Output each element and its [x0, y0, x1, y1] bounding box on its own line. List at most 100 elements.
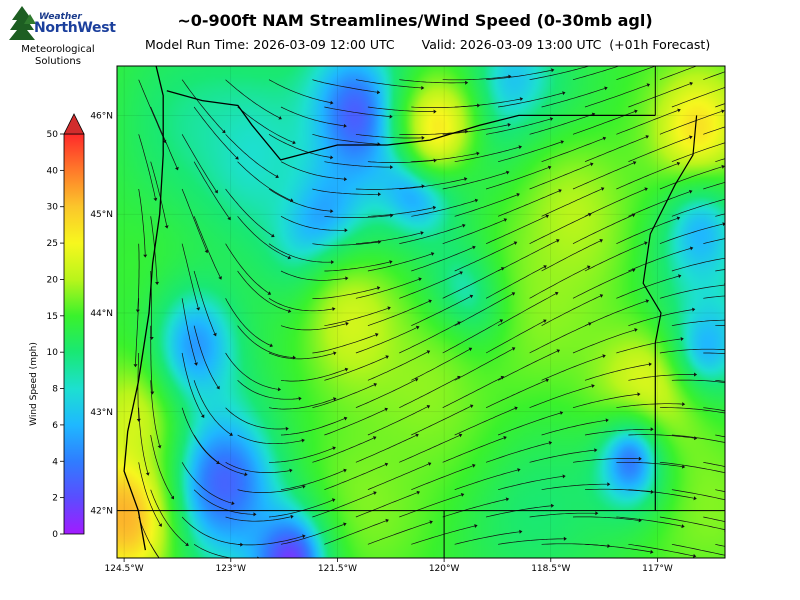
streamline	[225, 188, 273, 236]
streamline	[355, 278, 420, 299]
streamline-arrow	[331, 260, 335, 265]
streamline	[584, 363, 650, 381]
streamline-arrow	[600, 187, 605, 191]
streamline	[367, 207, 434, 217]
streamline-arrow	[331, 498, 336, 503]
streamline	[355, 185, 422, 190]
streamline-arrow	[345, 321, 349, 326]
streamline-arrow	[646, 83, 651, 87]
streamline	[138, 462, 161, 525]
streamline-arrow	[511, 347, 516, 351]
streamline	[367, 463, 429, 491]
streamline-arrow	[464, 129, 469, 134]
streamline	[541, 138, 604, 163]
streamline	[150, 544, 160, 558]
streamline	[659, 66, 698, 81]
streamline-arrow	[415, 325, 420, 330]
streamline	[355, 492, 418, 518]
lat-label: 45°N	[90, 210, 113, 220]
streamline	[411, 465, 473, 491]
streamline-arrow	[768, 230, 771, 234]
streamline-arrow	[285, 426, 289, 431]
streamline	[659, 166, 723, 190]
streamline-arrow	[766, 113, 769, 117]
streamline-arrow	[290, 514, 294, 519]
valid-time: Valid: 2026-03-09 13:00 UTC (+01h Foreca…	[421, 37, 711, 52]
streamline	[225, 516, 291, 522]
streamline-arrow	[644, 187, 648, 192]
streamline	[181, 79, 224, 132]
streamline	[280, 323, 346, 331]
streamline-arrow	[694, 372, 698, 377]
streamline	[280, 470, 345, 491]
streamline-arrow	[677, 108, 681, 113]
streamline	[572, 162, 634, 190]
streamline-arrow	[507, 123, 511, 127]
logo-weather-text: Weather	[39, 12, 82, 22]
streamline-arrow	[430, 252, 435, 256]
streamline-arrow	[545, 378, 549, 383]
streamline-arrow	[599, 239, 603, 243]
streamline	[572, 516, 639, 521]
streamline-arrow	[372, 436, 377, 440]
streamline-arrow	[465, 80, 469, 85]
streamline	[312, 188, 379, 195]
streamline-arrow	[469, 404, 474, 409]
streamline	[584, 428, 651, 436]
streamline	[280, 369, 346, 382]
streamline-arrow	[428, 299, 432, 304]
streamline-arrow	[389, 114, 393, 119]
streamline	[237, 106, 294, 143]
streamline	[225, 79, 280, 119]
streamline-arrow	[253, 512, 257, 517]
streamline-arrow	[562, 474, 566, 479]
streamline-arrow	[469, 294, 474, 299]
streamline	[485, 320, 545, 354]
streamline-arrow	[514, 406, 518, 411]
wind-speed-heatmap	[117, 66, 725, 558]
streamline-arrow	[426, 405, 431, 409]
streamline-arrow	[602, 354, 606, 359]
streamline-arrow	[301, 438, 305, 443]
streamline-arrow	[462, 223, 466, 228]
streamline	[628, 248, 691, 272]
colorbar-tick-label: 40	[47, 166, 59, 176]
streamline-arrow	[634, 109, 638, 114]
streamline	[150, 489, 187, 545]
streamline	[454, 146, 520, 163]
streamline-arrow	[468, 347, 473, 352]
streamline-arrow	[503, 436, 507, 440]
streamline	[138, 134, 156, 199]
streamline	[498, 141, 562, 163]
streamline-arrow	[681, 464, 686, 469]
streamline	[138, 407, 149, 473]
streamline	[584, 543, 651, 553]
streamline-arrow	[733, 82, 737, 86]
streamline-arrow	[373, 383, 377, 387]
streamline-arrow	[343, 416, 348, 421]
streamline	[628, 489, 694, 499]
streamline-arrow	[415, 433, 419, 438]
streamline	[541, 483, 608, 491]
coastline	[123, 66, 164, 551]
streamline-arrow	[433, 158, 437, 163]
streamline	[411, 247, 474, 272]
streamline-arrow	[767, 170, 770, 174]
streamline-arrow	[155, 281, 160, 285]
streamline-arrow	[287, 255, 292, 260]
streamline	[225, 407, 286, 430]
streamline	[193, 106, 237, 158]
streamline-arrow	[330, 100, 334, 105]
streamline	[703, 295, 725, 299]
streamline-arrow	[736, 255, 739, 259]
streamline	[454, 531, 520, 545]
streamline	[541, 295, 601, 327]
streamline	[486, 118, 551, 135]
streamline	[497, 190, 560, 217]
streamline-arrow	[157, 445, 162, 449]
streamline-arrow	[330, 209, 334, 214]
streamline-arrow	[344, 228, 348, 233]
streamline-arrow	[271, 233, 275, 238]
streamline	[181, 407, 218, 463]
streamline-arrow	[333, 351, 337, 356]
